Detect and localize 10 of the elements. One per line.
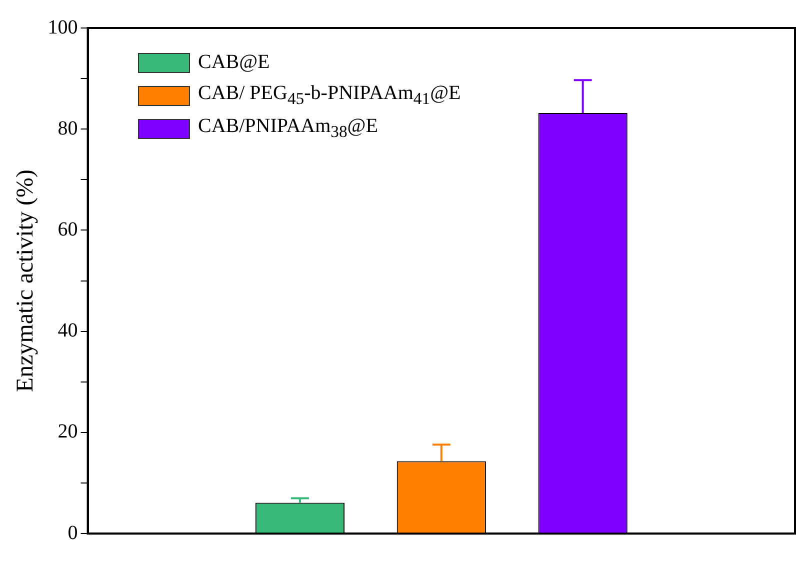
y-tick-label: 0 bbox=[68, 522, 78, 544]
legend-label: CAB/PNIPAAm$_{38}$@E bbox=[198, 115, 378, 142]
legend-label: CAB@E bbox=[198, 51, 270, 74]
y-tick-label: 60 bbox=[58, 218, 78, 240]
legend-label: CAB/ PEG$_{45}$-b-PNIPAAm$_{41}$@E bbox=[198, 82, 461, 109]
y-tick-label: 80 bbox=[58, 117, 78, 140]
y-tick-label: 100 bbox=[48, 16, 78, 38]
y-tick-label: 20 bbox=[58, 420, 78, 443]
y-axis-title: Enzymatic activity (%) bbox=[12, 170, 39, 392]
y-tick-label: 40 bbox=[58, 320, 78, 342]
